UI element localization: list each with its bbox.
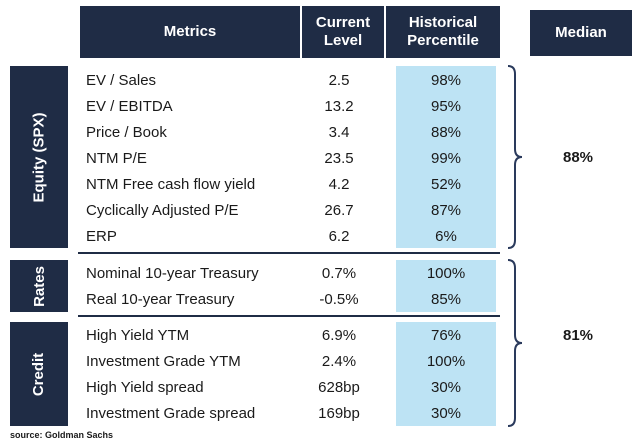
historical-percentile: 100% xyxy=(426,265,466,282)
current-level: 2.5 xyxy=(328,72,350,89)
table-row: Investment Grade YTM 2.4% 100% xyxy=(78,349,500,375)
metric-name: NTM Free cash flow yield xyxy=(86,176,256,193)
header-metrics: Metrics xyxy=(80,6,300,58)
current-level: -0.5% xyxy=(319,291,359,308)
percentile-band-equity xyxy=(396,66,496,248)
current-level: 628bp xyxy=(318,379,360,396)
section-divider-1 xyxy=(78,252,500,254)
historical-percentile: 30% xyxy=(430,405,462,422)
metric-name: Price / Book xyxy=(86,124,167,141)
header-median: Median xyxy=(530,10,632,56)
metric-name: Investment Grade spread xyxy=(86,405,256,422)
historical-percentile: 99% xyxy=(430,150,462,167)
historical-percentile: 88% xyxy=(430,124,462,141)
metric-name: EV / Sales xyxy=(86,72,157,89)
table-row: Real 10-year Treasury -0.5% 85% xyxy=(78,287,500,313)
section-label-rates: Rates xyxy=(10,260,68,312)
table-row: Investment Grade spread 169bp 30% xyxy=(78,401,500,427)
current-level: 2.4% xyxy=(321,353,357,370)
table-row: NTM Free cash flow yield 4.2 52% xyxy=(78,172,500,198)
section-divider-2 xyxy=(78,315,500,317)
historical-percentile: 87% xyxy=(430,202,462,219)
current-level: 13.2 xyxy=(324,98,354,115)
header-current-line2: Level xyxy=(323,32,363,49)
current-level: 4.2 xyxy=(328,176,350,193)
table-row: Cyclically Adjusted P/E 26.7 87% xyxy=(78,198,500,224)
current-level: 6.2 xyxy=(328,228,350,245)
source-note: source: Goldman Sachs xyxy=(10,430,114,440)
table-row: High Yield spread 628bp 30% xyxy=(78,375,500,401)
section-label-credit: Credit xyxy=(10,322,68,426)
current-level: 169bp xyxy=(318,405,360,422)
header-median-label: Median xyxy=(555,24,607,41)
historical-percentile: 98% xyxy=(430,72,462,89)
metric-name: NTM P/E xyxy=(86,150,147,167)
historical-percentile: 85% xyxy=(430,291,462,308)
metric-name: Cyclically Adjusted P/E xyxy=(86,202,239,219)
table-row: EV / EBITDA 13.2 95% xyxy=(78,94,500,120)
percentile-band-rates xyxy=(396,260,496,312)
metric-name: Nominal 10-year Treasury xyxy=(86,265,259,282)
header-current-line1: Current xyxy=(315,14,371,31)
header-historical-line2: Percentile xyxy=(407,32,479,49)
header-metrics-label: Metrics xyxy=(163,23,217,40)
bracket-rates-credit xyxy=(507,259,523,427)
header-current-level: Current Level xyxy=(302,6,384,58)
historical-percentile: 95% xyxy=(430,98,462,115)
median-equity: 88% xyxy=(562,149,594,166)
section-label-equity: Equity (SPX) xyxy=(10,66,68,248)
table-row: NTM P/E 23.5 99% xyxy=(78,146,500,172)
header-historical-line1: Historical xyxy=(408,14,478,31)
metric-name: EV / EBITDA xyxy=(86,98,173,115)
table-row: Price / Book 3.4 88% xyxy=(78,120,500,146)
metric-name: Real 10-year Treasury xyxy=(86,291,235,308)
percentile-band-credit xyxy=(396,322,496,426)
metric-name: ERP xyxy=(86,228,117,245)
table-row: Nominal 10-year Treasury 0.7% 100% xyxy=(78,261,500,287)
table-row: EV / Sales 2.5 98% xyxy=(78,68,500,94)
metric-name: Investment Grade YTM xyxy=(86,353,241,370)
historical-percentile: 52% xyxy=(430,176,462,193)
bracket-equity xyxy=(507,65,523,249)
current-level: 23.5 xyxy=(324,150,354,167)
metric-name: High Yield spread xyxy=(86,379,204,396)
current-level: 6.9% xyxy=(321,327,357,344)
current-level: 0.7% xyxy=(321,265,357,282)
table-row: High Yield YTM 6.9% 76% xyxy=(78,323,500,349)
header-historical-percentile: Historical Percentile xyxy=(386,6,500,58)
historical-percentile: 6% xyxy=(435,228,457,245)
table-row: ERP 6.2 6% xyxy=(78,224,500,250)
historical-percentile: 30% xyxy=(430,379,462,396)
current-level: 26.7 xyxy=(324,202,354,219)
metric-name: High Yield YTM xyxy=(86,327,190,344)
historical-percentile: 100% xyxy=(426,353,466,370)
historical-percentile: 76% xyxy=(430,327,462,344)
median-rates-credit: 81% xyxy=(562,327,594,344)
current-level: 3.4 xyxy=(328,124,350,141)
